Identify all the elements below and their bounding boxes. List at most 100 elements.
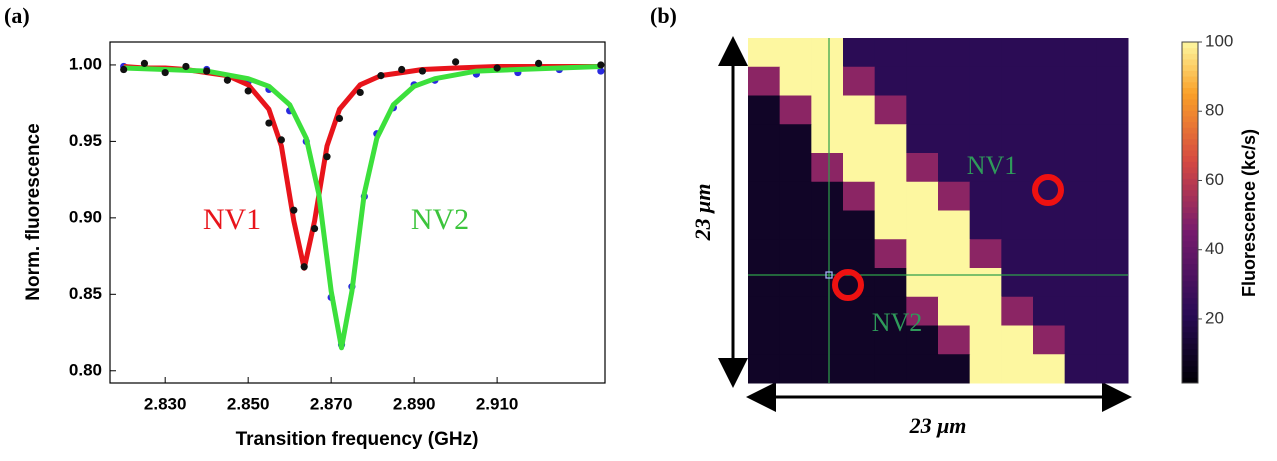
colorbar-step (1182, 286, 1198, 293)
colorbar-step (1182, 149, 1198, 157)
x-tick-label: 2.890 (393, 394, 436, 413)
y-tick-label: 0.95 (69, 131, 102, 150)
heatmap-cell (1096, 66, 1129, 96)
heatmap-cell (874, 66, 907, 96)
heatmap-cell (969, 38, 1002, 68)
heatmap-cell (811, 354, 844, 384)
nv-marker (832, 269, 864, 301)
y-tick-label: 0.85 (69, 284, 102, 303)
heatmap-cell (874, 296, 907, 326)
heatmap-cell (1064, 124, 1097, 154)
heatmap-cell (969, 153, 1002, 183)
colorbar-step (1182, 303, 1198, 310)
heatmap-cell (1096, 296, 1129, 326)
colorbar-step (1182, 70, 1198, 77)
heatmap-cell (906, 268, 939, 298)
data-point (244, 87, 252, 95)
heatmap-cell (748, 124, 781, 154)
colorbar-step (1182, 201, 1198, 208)
heatmap-cell (1033, 124, 1066, 154)
heatmap-cell (969, 124, 1002, 154)
colorbar-step (1182, 59, 1198, 66)
heatmap-cell (1064, 239, 1097, 269)
heatmap-cell (843, 95, 876, 125)
heatmap-cell (748, 95, 781, 125)
heatmap-cell (1001, 153, 1034, 183)
heatmap-cell (1033, 354, 1066, 384)
panel-label: (a) (4, 3, 30, 28)
colorbar-step (1182, 138, 1198, 145)
heatmap-cell (779, 354, 812, 384)
heatmap-cell (906, 95, 939, 125)
heatmap-cell (748, 210, 781, 240)
heatmap-cell (1064, 66, 1097, 96)
colorbar-step (1182, 87, 1198, 94)
colorbar-step (1182, 178, 1198, 185)
y-tick-label: 0.90 (69, 207, 102, 226)
colorbar-step (1182, 223, 1198, 231)
heatmap-cell (1033, 66, 1066, 96)
heatmap-cell (1096, 95, 1129, 125)
colorbar-step (1182, 235, 1198, 242)
heatmap-cell (1096, 38, 1129, 68)
heatmap-cell (811, 124, 844, 154)
heatmap-cell (779, 153, 812, 183)
heatmap-cell (1001, 325, 1034, 355)
colorbar-step (1182, 104, 1198, 111)
panel-label: (b) (650, 3, 677, 28)
heatmap-cell (1001, 210, 1034, 240)
colorbar-step (1182, 47, 1198, 54)
x-axis-label: Transition frequency (GHz) (236, 429, 479, 450)
heatmap-cell (748, 296, 781, 326)
heatmap-cell (874, 239, 907, 269)
colorbar-step (1182, 252, 1198, 259)
data-point (265, 119, 273, 127)
heatmap-cell (938, 296, 971, 326)
colorbar-step (1182, 371, 1198, 378)
heatmap-cell (1001, 239, 1034, 269)
heatmap-cell (874, 354, 907, 384)
heatmap-cell (969, 268, 1002, 298)
colorbar-tick-label: 100 (1205, 31, 1233, 50)
heatmap-cell (843, 124, 876, 154)
x-tick-label: 2.870 (310, 394, 353, 413)
heatmap-cell (811, 38, 844, 68)
heatmap-cell (1033, 268, 1066, 298)
heatmap-cell (1096, 210, 1129, 240)
fit-curve (123, 64, 601, 271)
heatmap-cell (969, 181, 1002, 211)
heatmap-cell (779, 296, 812, 326)
heatmap-cell (906, 239, 939, 269)
data-point (161, 68, 169, 77)
heatmap-cell (748, 38, 781, 68)
colorbar-step (1182, 257, 1198, 265)
heatmap-cell (843, 181, 876, 211)
colorbar-step (1182, 98, 1198, 106)
heatmap-cell (1001, 296, 1034, 326)
annotation: NV2 (872, 308, 923, 337)
colorbar-step (1182, 167, 1198, 174)
heatmap-cell (938, 66, 971, 96)
x-tick-label: 2.850 (227, 394, 270, 413)
heatmap-cell (969, 296, 1002, 326)
y-tick-label: 1.00 (69, 54, 102, 73)
heatmap-cell (906, 38, 939, 68)
colorbar-step (1182, 292, 1198, 299)
heatmap-cell (811, 153, 844, 183)
fit-curve (123, 64, 601, 351)
colorbar-step (1182, 229, 1198, 236)
heatmap-cell (938, 181, 971, 211)
heatmap-cell (874, 38, 907, 68)
colorbar-step (1182, 246, 1198, 253)
heatmap-cell (843, 38, 876, 68)
colorbar-step (1182, 53, 1198, 60)
heatmap-cell (938, 38, 971, 68)
heatmap-cell (1033, 239, 1066, 269)
annotation: NV1 (203, 203, 261, 236)
colorbar-step (1182, 337, 1198, 344)
colorbar-step (1182, 127, 1198, 134)
heatmap-cell (748, 354, 781, 384)
heatmap-cell (1096, 325, 1129, 355)
